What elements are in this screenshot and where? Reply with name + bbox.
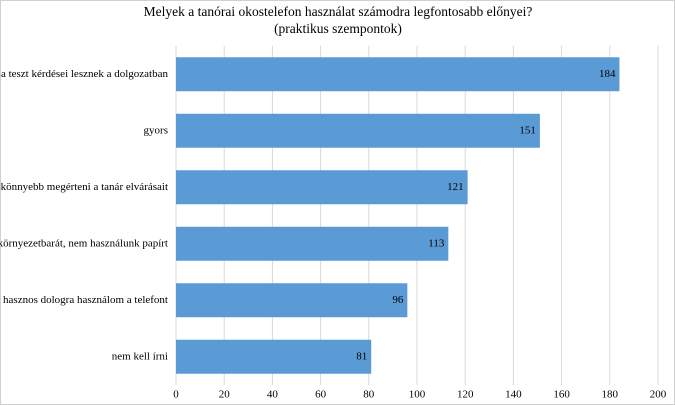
data-label: 151 <box>519 124 536 136</box>
y-tick-label: gyors <box>144 124 168 136</box>
chart-title: Melyek a tanórai okostelefon használat s… <box>144 4 533 19</box>
bar <box>176 339 372 374</box>
x-tick-label: 20 <box>219 389 231 401</box>
x-tick-label: 80 <box>363 389 375 401</box>
data-label: 81 <box>356 350 367 362</box>
x-tick-label: 140 <box>505 389 522 401</box>
x-tick-label: 160 <box>553 389 570 401</box>
data-label: 121 <box>447 181 464 193</box>
y-tick-label: könnyebb megérteni a tanár elvárásait <box>1 181 168 193</box>
x-tick-label: 100 <box>409 389 426 401</box>
y-tick-label: nem kell írni <box>112 350 168 362</box>
chart-subtitle: (praktikus szempontok) <box>274 21 402 36</box>
bar <box>176 170 468 205</box>
y-tick-label: környezetbarát, nem használunk papírt <box>0 237 168 249</box>
bar <box>176 113 540 148</box>
y-tick-label: hasznos dologra használom a telefont <box>3 294 168 306</box>
bar <box>176 226 449 261</box>
x-tick-label: 120 <box>457 389 474 401</box>
x-tick-label: 60 <box>315 389 327 401</box>
y-tick-label: a teszt kérdései lesznek a dolgozatban <box>1 68 169 80</box>
data-label: 113 <box>428 237 445 249</box>
x-tick-label: 40 <box>267 389 279 401</box>
x-tick-label: 200 <box>650 389 667 401</box>
x-tick-label: 180 <box>602 389 619 401</box>
bar <box>176 57 620 92</box>
x-tick-label: 0 <box>173 389 179 401</box>
data-label: 96 <box>392 294 404 306</box>
bar <box>176 283 408 318</box>
data-label: 184 <box>599 68 616 80</box>
